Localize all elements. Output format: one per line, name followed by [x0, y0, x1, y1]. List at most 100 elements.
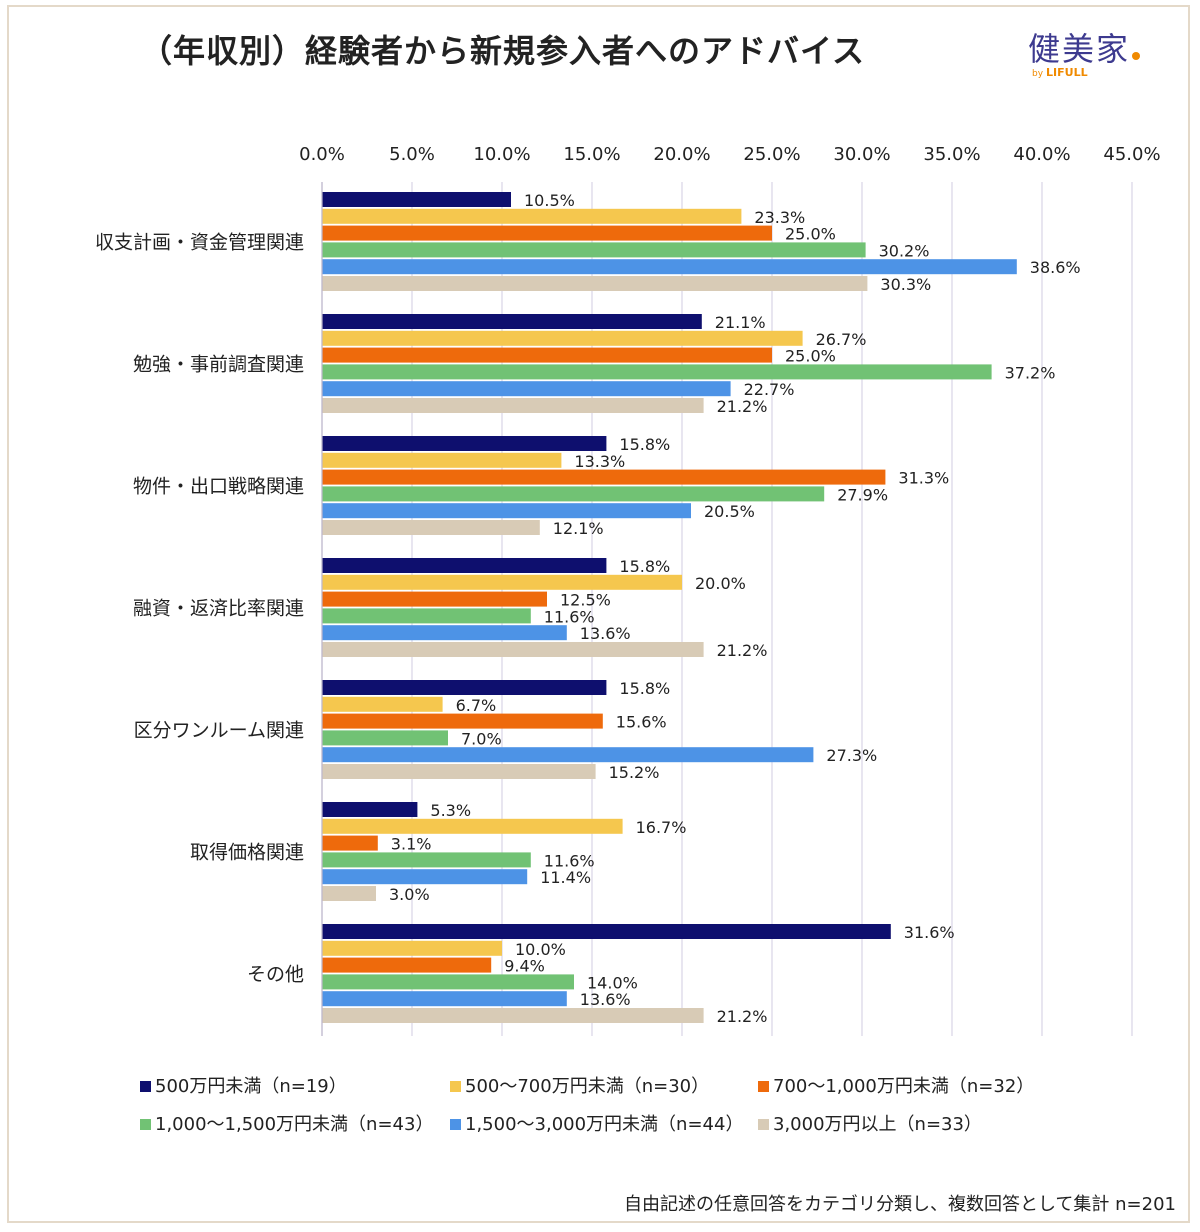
- bar: [322, 486, 825, 502]
- data-label: 20.0%: [695, 574, 746, 593]
- bar: [322, 625, 567, 641]
- legend-item: 1,000〜1,500万円未満（n=43）: [140, 1110, 433, 1136]
- data-label: 11.6%: [544, 607, 595, 626]
- legend-label: 500万円未満（n=19）: [155, 1076, 347, 1097]
- logo: 健美家 by LIFULL: [1028, 24, 1141, 79]
- chart-frame: [7, 5, 1190, 1223]
- data-label: 12.1%: [553, 519, 604, 538]
- category-label: 融資・返済比率関連: [133, 597, 304, 619]
- bar: [322, 591, 547, 607]
- data-label: 13.6%: [580, 990, 631, 1009]
- category-label: 取得価格関連: [190, 841, 304, 863]
- bar: [322, 747, 814, 763]
- data-label: 10.5%: [524, 191, 575, 210]
- legend-label: 1,500〜3,000万円未満（n=44）: [465, 1114, 744, 1135]
- data-label: 10.0%: [515, 940, 566, 959]
- bar: [322, 991, 567, 1007]
- legend-item: 700〜1,000万円未満（n=32）: [758, 1072, 1034, 1098]
- data-label: 21.2%: [717, 641, 768, 660]
- bar: [322, 869, 528, 885]
- bar: [322, 818, 623, 834]
- logo-by: by: [1032, 69, 1044, 79]
- bar: [322, 957, 492, 973]
- logo-wordmark: 健美家: [1028, 30, 1131, 68]
- category-label: 区分ワンルーム関連: [134, 719, 304, 741]
- data-label: 15.8%: [619, 557, 670, 576]
- data-label: 31.6%: [904, 923, 955, 942]
- bar: [322, 436, 607, 451]
- bar: [322, 452, 562, 468]
- bar: [322, 276, 868, 291]
- data-label: 3.1%: [391, 835, 432, 854]
- x-tick-label: 30.0%: [833, 144, 890, 165]
- bar: [322, 225, 772, 241]
- legend-item: 500〜700万円未満（n=30）: [450, 1072, 709, 1098]
- bar: [322, 520, 540, 535]
- data-label: 27.3%: [826, 746, 877, 765]
- bar: [322, 713, 603, 729]
- data-label: 30.2%: [879, 241, 930, 260]
- bar: [322, 242, 866, 258]
- bar: [322, 381, 731, 397]
- bar: [322, 764, 596, 779]
- bar: [322, 802, 418, 817]
- x-tick-label: 35.0%: [923, 144, 980, 165]
- bar: [322, 364, 992, 380]
- legend-swatch: [140, 1118, 151, 1130]
- category-label: その他: [247, 963, 304, 985]
- bar: [322, 1008, 704, 1023]
- data-label: 13.3%: [574, 452, 625, 471]
- legend-item: 1,500〜3,000万円未満（n=44）: [450, 1110, 743, 1136]
- footnote: 自由記述の任意回答をカテゴリ分類し、複数回答として集計 n=201: [623, 1194, 1176, 1215]
- category-label: 勉強・事前調査関連: [133, 353, 304, 375]
- logo-subline: by LIFULL: [1032, 66, 1088, 79]
- data-label: 30.3%: [880, 275, 931, 294]
- bar: [322, 642, 704, 657]
- data-label: 27.9%: [837, 485, 888, 504]
- data-label: 16.7%: [636, 818, 687, 837]
- bar: [322, 469, 886, 485]
- data-label: 14.0%: [587, 973, 638, 992]
- data-label: 15.8%: [619, 679, 670, 698]
- bar: [322, 680, 607, 695]
- x-tick-label: 5.0%: [389, 144, 435, 165]
- legend-item: 500万円未満（n=19）: [140, 1072, 347, 1098]
- bar: [322, 347, 772, 363]
- data-label: 38.6%: [1030, 258, 1081, 277]
- bar: [322, 192, 511, 207]
- data-label: 11.4%: [540, 868, 591, 887]
- data-label: 22.7%: [744, 380, 795, 399]
- bar: [322, 886, 376, 901]
- data-label: 21.1%: [715, 313, 766, 332]
- bar: [322, 208, 742, 224]
- data-label: 15.8%: [619, 435, 670, 454]
- x-tick-label: 20.0%: [653, 144, 710, 165]
- bar: [322, 940, 502, 956]
- data-label: 15.2%: [609, 763, 660, 782]
- bar: [322, 558, 607, 573]
- data-label: 31.3%: [898, 469, 949, 488]
- data-label: 25.0%: [785, 347, 836, 366]
- category-label: 収支計画・資金管理関連: [95, 231, 304, 253]
- legend-swatch: [758, 1080, 769, 1092]
- legend-label: 700〜1,000万円未満（n=32）: [773, 1076, 1035, 1097]
- x-tick-label: 10.0%: [473, 144, 530, 165]
- bar: [322, 924, 891, 939]
- logo-brand: LIFULL: [1046, 66, 1088, 79]
- bar-chart: 0.0% 5.0% 10.0% 15.0% 20.0% 25.0% 30.0% 35.0% 40…: [95, 144, 1161, 1036]
- data-label: 23.3%: [754, 208, 805, 227]
- bar: [322, 503, 691, 519]
- data-label: 15.6%: [616, 713, 667, 732]
- bar: [322, 398, 704, 413]
- data-label: 5.3%: [430, 801, 471, 820]
- bar: [322, 259, 1017, 275]
- data-label: 26.7%: [816, 330, 867, 349]
- bar: [322, 852, 531, 868]
- data-label: 21.2%: [717, 397, 768, 416]
- bar: [322, 835, 378, 851]
- bar: [322, 330, 803, 346]
- x-tick-label: 15.0%: [563, 144, 620, 165]
- data-label: 7.0%: [461, 729, 502, 748]
- x-tick-label: 45.0%: [1103, 144, 1160, 165]
- data-label: 13.6%: [580, 624, 631, 643]
